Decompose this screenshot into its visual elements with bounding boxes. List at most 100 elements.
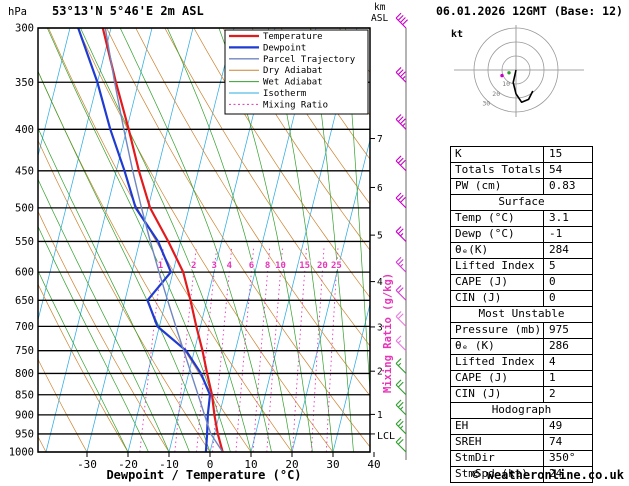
stat-value: 1 <box>543 371 592 386</box>
pressure-axis-unit: hPa <box>8 6 27 18</box>
stat-value: 15 <box>543 147 592 162</box>
pressure-tick-label: 300 <box>15 23 34 35</box>
wind-barb <box>395 335 407 352</box>
stat-value: 49 <box>543 419 592 434</box>
hodograph-trace <box>512 69 534 103</box>
stat-value: 3.1 <box>543 211 592 226</box>
stat-label: CAPE (J) <box>455 371 508 384</box>
wind-barb <box>395 399 407 416</box>
km-tick-label: 6 <box>377 183 383 194</box>
copyright: © weatheronline.co.uk <box>472 468 624 482</box>
stat-value: 350° <box>543 451 592 466</box>
pressure-tick-label: 700 <box>15 321 34 333</box>
mixing-ratio-line <box>266 247 283 452</box>
temp-tick-label: -30 <box>77 458 97 471</box>
pressure-tick-label: 500 <box>15 202 34 214</box>
stat-row: Dewp (°C) -1 <box>451 226 592 242</box>
stat-label: Lifted Index <box>455 259 535 272</box>
stat-value: 0 <box>543 291 592 306</box>
pressure-tick-label: 400 <box>15 124 34 136</box>
mixing-ratio-value-label: 3 <box>211 261 216 271</box>
temp-tick-label: 30 <box>326 458 339 471</box>
stat-value: 74 <box>543 435 592 450</box>
temp-tick-label: 10 <box>244 458 257 471</box>
hodograph-ring <box>501 55 531 85</box>
stat-row: PW (cm) 0.83 <box>451 178 592 194</box>
stat-row: StmDir 350° <box>451 450 592 466</box>
stat-row: Temp (°C) 3.1 <box>451 210 592 226</box>
stats-table: K 15 Totals Totals 54 PW (cm) 0.83 Surface Temp… <box>450 146 593 483</box>
stat-row: θₑ(K) 284 <box>451 242 592 258</box>
mixing-ratio-line <box>174 247 197 452</box>
stat-label: EH <box>455 419 469 432</box>
stat-label: θₑ(K) <box>455 243 489 256</box>
stat-row: Lifted Index 5 <box>451 258 592 274</box>
stat-value: 5 <box>543 259 592 274</box>
mixing-ratio-value-label: 6 <box>249 261 254 271</box>
hodograph-ring-label: 10 <box>502 80 510 88</box>
stat-label: CIN (J) <box>455 291 502 304</box>
mixing-ratio-value-label: 10 <box>275 261 286 271</box>
mixing-ratio-value-label: 8 <box>265 261 270 271</box>
wind-barb <box>395 67 407 83</box>
stat-section-title: Hodograph <box>451 402 592 418</box>
pressure-tick-label: 750 <box>15 345 34 357</box>
stat-row: K 15 <box>451 147 592 162</box>
stat-row: Lifted Index 4 <box>451 354 592 370</box>
lcl-label: LCL <box>377 431 395 442</box>
pressure-tick-label: 850 <box>15 389 34 401</box>
pressure-tick-label: 350 <box>15 77 34 89</box>
legend-label: Dewpoint <box>263 43 306 53</box>
stat-label: StmDir <box>455 451 495 464</box>
stat-label: SREH <box>455 435 482 448</box>
stat-row: SREH 74 <box>451 434 592 450</box>
km-tick-label: 1 <box>377 410 383 421</box>
sounding-profiles <box>77 27 224 453</box>
legend-label: Wet Adiabat <box>263 78 323 88</box>
temp-tick-label: 0 <box>207 458 214 471</box>
pressure-tick-label: 650 <box>15 295 34 307</box>
hodograph-ring-label: 20 <box>492 90 500 98</box>
wind-barb <box>395 12 408 29</box>
wind-barb <box>395 379 407 396</box>
stat-value: 24 <box>543 467 592 482</box>
hodograph-ring-label: 30 <box>482 100 490 108</box>
isotherm-line <box>38 28 112 322</box>
dry-adiabat-line <box>427 28 431 452</box>
pressure-tick-label: 600 <box>15 267 34 279</box>
dry-adiabat-line <box>193 28 370 299</box>
dry-adiabat-line <box>251 28 370 205</box>
mixing-ratio-line <box>139 247 164 452</box>
stat-label: CAPE (J) <box>455 275 508 288</box>
isotherm-line <box>86 28 194 452</box>
legend-label: Parcel Trajectory <box>263 55 356 65</box>
pressure-tick-label: 550 <box>15 236 34 248</box>
stat-value: 975 <box>543 323 592 338</box>
wind-barb <box>395 436 407 453</box>
dry-adiabat-line <box>397 28 430 452</box>
plot-border <box>37 27 371 453</box>
altitude-axis-unit-km: km <box>374 2 386 13</box>
hodograph-unit-label: kt <box>451 29 463 40</box>
stat-label: StmSpd (kt) <box>455 467 528 480</box>
wind-barb <box>395 192 407 209</box>
x-axis-title: Dewpoint / Temperature (°C) <box>106 468 302 482</box>
profile-parcel-trajectory <box>104 27 224 453</box>
wind-barb <box>395 155 407 172</box>
hodograph-ring <box>473 27 559 113</box>
stat-label: CIN (J) <box>455 387 502 400</box>
stat-row: CIN (J) 2 <box>451 386 592 402</box>
wind-barb <box>395 226 407 242</box>
mixing-ratio-value-label: 15 <box>299 261 310 271</box>
mixing-ratio-value-label: 2 <box>191 261 196 271</box>
wind-barb-column <box>395 12 408 460</box>
stat-value: 286 <box>543 339 592 354</box>
mixing-ratio-line <box>252 247 271 452</box>
mixing-ratio-axis-label: Mixing Ratio (g/kg) <box>382 273 394 393</box>
temp-tick-label: 40 <box>367 458 380 471</box>
stat-value: 284 <box>543 243 592 258</box>
stat-value: 0.83 <box>543 179 592 194</box>
